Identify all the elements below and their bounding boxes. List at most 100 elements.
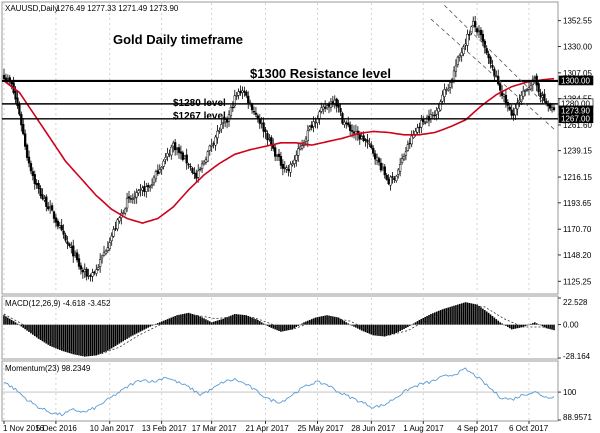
candle-body [299, 146, 302, 150]
macd-bar [439, 310, 442, 325]
candle-body [466, 33, 469, 46]
macd-y-tick-label: 22.528 [563, 298, 588, 307]
candle-body [137, 190, 140, 194]
x-tick-label: 28 Jun 2017 [351, 424, 396, 433]
candle-body [329, 101, 333, 108]
macd-bar [430, 314, 432, 325]
macd-bar [57, 324, 59, 350]
macd-bar [447, 307, 450, 325]
macd-bar [212, 321, 215, 325]
macd-bar [310, 319, 313, 325]
channel-line [444, 5, 555, 114]
candle-body [533, 77, 536, 79]
momentum-header: Momentum(23) 98.2349 [5, 364, 91, 373]
macd-bar [549, 324, 551, 330]
candle-body [456, 56, 459, 65]
macd-bar [280, 324, 282, 332]
macd-bar [414, 322, 417, 325]
macd-bar [187, 312, 190, 325]
macd-bar [370, 324, 373, 335]
momentum-line [3, 367, 555, 417]
level-1267-annotation: $1267 level [173, 111, 226, 122]
candle-body [399, 164, 402, 172]
y-tick-label: 1307.05 [563, 69, 592, 78]
macd-bar [87, 324, 90, 357]
candle-body [460, 52, 463, 57]
macd-bar [449, 306, 451, 325]
macd-bar [20, 324, 23, 327]
macd-bar [283, 324, 286, 331]
macd-bar [335, 317, 338, 325]
candle-body [479, 29, 483, 36]
macd-bar [351, 324, 353, 326]
macd-bar [33, 324, 36, 337]
candle-body [510, 109, 513, 116]
macd-bar [457, 304, 459, 325]
candle-body [112, 229, 115, 237]
macd-header: MACD(12,26,9) -4.618 -3.452 [5, 299, 111, 308]
candle-body [154, 171, 158, 180]
candle-body [270, 137, 273, 146]
macd-panel-frame [1, 295, 559, 360]
macd-bar [453, 305, 455, 325]
macd-bar [70, 324, 73, 354]
candle-body [174, 142, 177, 151]
candle-body [391, 176, 394, 178]
macd-bar [328, 315, 330, 325]
macd-bar [401, 324, 403, 330]
macd-bar [330, 315, 332, 325]
candle-body [172, 142, 175, 147]
macd-bar [405, 324, 407, 329]
macd-bar [16, 323, 19, 325]
macd-bar [203, 318, 205, 325]
candle-body [158, 169, 161, 173]
macd-bar [539, 324, 542, 326]
candle-body [320, 107, 323, 112]
candle-body [74, 253, 77, 256]
macd-bar [516, 324, 519, 329]
candle-body [345, 122, 348, 125]
macd-bar [224, 317, 226, 325]
macd-bar [49, 324, 51, 346]
candle-body [470, 26, 473, 34]
candle-body [212, 143, 215, 145]
candle-body [518, 99, 521, 103]
macd-bar [162, 320, 165, 325]
macd-bar [60, 324, 63, 351]
macd-bar [433, 312, 436, 325]
candle-body [545, 101, 548, 104]
macd-bar [249, 316, 251, 325]
macd-bar [239, 314, 242, 325]
macd-bar [51, 324, 53, 347]
macd-bar [501, 323, 503, 325]
macd-bar [5, 316, 7, 325]
macd-bar [201, 317, 203, 325]
macd-bar [305, 321, 307, 325]
candle-body [235, 95, 238, 97]
candle-body [108, 242, 111, 249]
candle-body [95, 269, 98, 274]
candle-body [179, 151, 183, 154]
candle-body [349, 124, 352, 131]
macd-bar [183, 313, 186, 325]
candle-body [254, 112, 258, 115]
macd-bar [37, 324, 40, 339]
macd-bar [126, 324, 128, 339]
candle-body [239, 90, 242, 94]
macd-bar [41, 324, 44, 342]
macd-bar [257, 319, 259, 325]
macd-bar [251, 317, 253, 325]
candle-body [152, 176, 156, 184]
candle-body [522, 90, 525, 97]
macd-bar [378, 324, 380, 336]
macd-bar [272, 324, 275, 329]
macd-bar [76, 324, 78, 356]
candle-body [550, 107, 554, 110]
candle-body [168, 153, 171, 156]
candle-body [514, 108, 517, 116]
macd-bar [358, 324, 361, 330]
x-tick-label: 5 Dec 2016 [36, 424, 77, 433]
macd-bar [101, 324, 103, 354]
candle-body [139, 188, 142, 191]
candle-body [325, 105, 329, 109]
